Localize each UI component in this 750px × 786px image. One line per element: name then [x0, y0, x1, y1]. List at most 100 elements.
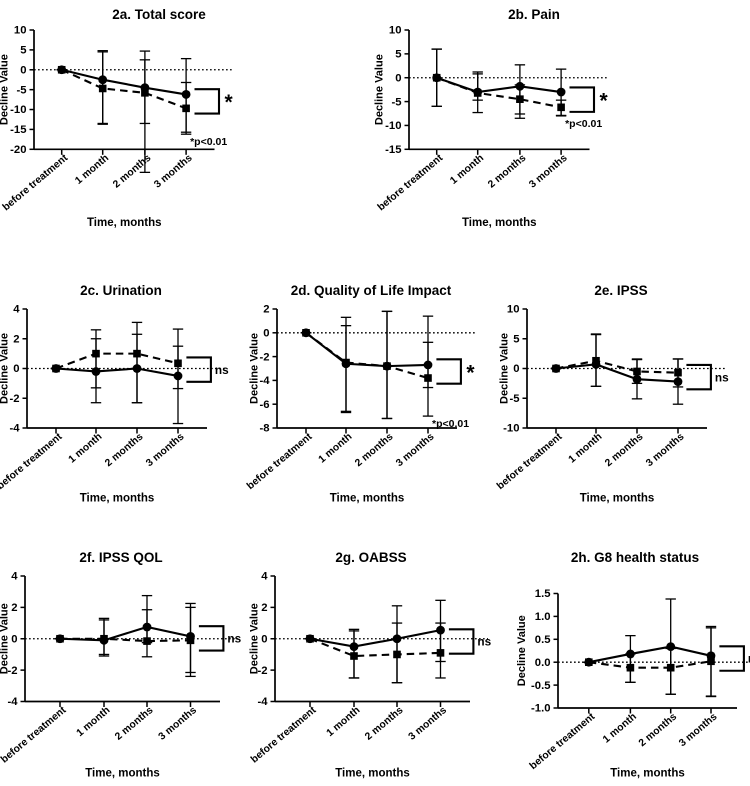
svg-text:ns: ns	[215, 363, 229, 377]
svg-text:4: 4	[11, 571, 18, 583]
svg-text:*: *	[466, 361, 475, 384]
svg-text:-1.0: -1.0	[531, 703, 550, 715]
svg-text:1 month: 1 month	[317, 431, 355, 465]
svg-text:-4: -4	[259, 375, 270, 387]
svg-text:1 month: 1 month	[601, 711, 639, 745]
svg-text:0.5: 0.5	[535, 634, 551, 646]
svg-text:3 months: 3 months	[394, 431, 436, 469]
svg-text:10: 10	[389, 25, 402, 37]
svg-text:2b. Pain: 2b. Pain	[508, 7, 560, 22]
svg-text:-4: -4	[257, 696, 268, 708]
svg-text:0: 0	[11, 633, 17, 645]
svg-text:2: 2	[11, 602, 17, 614]
svg-text:2 months: 2 months	[363, 705, 405, 743]
svg-text:-10: -10	[10, 104, 26, 116]
svg-text:-4: -4	[9, 423, 20, 435]
svg-text:*p<0.01: *p<0.01	[565, 118, 602, 130]
svg-text:0.0: 0.0	[535, 657, 551, 669]
svg-text:2g. OABSS: 2g. OABSS	[335, 550, 406, 565]
svg-text:1 month: 1 month	[448, 153, 486, 187]
svg-text:1.5: 1.5	[535, 588, 551, 600]
svg-text:2c. Urination: 2c. Urination	[80, 283, 162, 298]
svg-text:-5: -5	[391, 96, 401, 108]
svg-text:3 months: 3 months	[144, 431, 186, 469]
svg-text:-8: -8	[259, 423, 269, 435]
svg-text:*p<0.01: *p<0.01	[190, 136, 227, 148]
svg-text:3 months: 3 months	[677, 711, 719, 749]
svg-text:*p<0.01: *p<0.01	[432, 418, 469, 430]
svg-text:-10: -10	[503, 423, 519, 435]
svg-text:3 months: 3 months	[644, 431, 686, 469]
svg-text:2 months: 2 months	[103, 431, 145, 469]
svg-text:-0.5: -0.5	[531, 680, 550, 692]
svg-text:Decline Value: Decline Value	[249, 333, 261, 404]
svg-text:Time, months: Time, months	[580, 493, 655, 505]
svg-text:Time, months: Time, months	[462, 217, 537, 229]
svg-text:2 months: 2 months	[353, 431, 395, 469]
svg-text:*: *	[600, 89, 609, 112]
svg-text:Decline Value: Decline Value	[374, 54, 386, 125]
svg-text:Decline Value: Decline Value	[0, 603, 11, 674]
svg-text:before treatment: before treatment	[1, 152, 71, 213]
svg-text:Decline Value: Decline Value	[0, 54, 11, 125]
svg-text:Time, months: Time, months	[330, 493, 405, 505]
svg-text:ns: ns	[227, 632, 241, 646]
svg-text:ns: ns	[477, 635, 491, 649]
svg-text:5: 5	[513, 333, 519, 345]
svg-text:3 months: 3 months	[157, 705, 199, 743]
svg-text:1 month: 1 month	[67, 431, 105, 465]
svg-text:-5: -5	[509, 393, 519, 405]
svg-text:-15: -15	[10, 124, 26, 136]
svg-text:-5: -5	[16, 84, 26, 96]
svg-text:before treatment: before treatment	[376, 152, 446, 213]
svg-text:5: 5	[20, 45, 26, 57]
svg-text:ns: ns	[715, 370, 729, 384]
svg-text:2e. IPSS: 2e. IPSS	[594, 283, 647, 298]
svg-text:-20: -20	[10, 144, 26, 156]
svg-text:3 months: 3 months	[527, 153, 569, 191]
svg-text:10: 10	[14, 25, 27, 37]
svg-text:*: *	[225, 91, 234, 114]
svg-text:Decline Value: Decline Value	[516, 615, 528, 686]
svg-text:3 months: 3 months	[152, 153, 194, 191]
svg-text:0: 0	[513, 363, 519, 375]
svg-text:before treatment: before treatment	[0, 431, 65, 492]
svg-text:1 month: 1 month	[73, 153, 111, 187]
svg-text:Time, months: Time, months	[87, 217, 162, 229]
svg-text:2d. Quality of Life Impact: 2d. Quality of Life Impact	[291, 283, 452, 298]
svg-text:10: 10	[507, 304, 520, 316]
svg-text:-2: -2	[259, 351, 269, 363]
svg-text:-4: -4	[7, 696, 18, 708]
svg-text:2 months: 2 months	[113, 705, 155, 743]
svg-text:1 month: 1 month	[567, 431, 605, 465]
svg-text:2a. Total score: 2a. Total score	[112, 7, 206, 22]
svg-text:Time, months: Time, months	[85, 768, 160, 780]
svg-text:Decline Value: Decline Value	[499, 333, 511, 404]
svg-text:Time, months: Time, months	[80, 493, 155, 505]
svg-text:0: 0	[263, 328, 269, 340]
svg-text:1 month: 1 month	[75, 705, 113, 739]
svg-text:2: 2	[261, 602, 267, 614]
svg-text:before treatment: before treatment	[0, 705, 69, 766]
svg-text:before treatment: before treatment	[249, 705, 319, 766]
svg-text:-15: -15	[385, 144, 401, 156]
svg-text:3 months: 3 months	[407, 705, 449, 743]
svg-text:0: 0	[20, 64, 26, 76]
svg-text:0: 0	[13, 363, 19, 375]
svg-text:before treatment: before treatment	[245, 431, 315, 492]
svg-text:2f. IPSS QOL: 2f. IPSS QOL	[79, 550, 162, 565]
svg-text:Time, months: Time, months	[610, 768, 685, 780]
svg-text:before treatment: before treatment	[495, 431, 565, 492]
svg-text:before treatment: before treatment	[528, 711, 598, 772]
svg-text:Decline Value: Decline Value	[249, 603, 261, 674]
svg-text:1 month: 1 month	[325, 705, 363, 739]
svg-text:2 months: 2 months	[637, 711, 679, 749]
svg-text:2 months: 2 months	[111, 153, 153, 191]
svg-text:Decline Value: Decline Value	[0, 333, 11, 404]
svg-text:2: 2	[263, 304, 269, 316]
svg-text:5: 5	[395, 49, 401, 61]
svg-text:-10: -10	[385, 120, 401, 132]
svg-text:2 months: 2 months	[603, 431, 645, 469]
svg-text:-6: -6	[259, 399, 269, 411]
svg-text:2 months: 2 months	[486, 153, 528, 191]
